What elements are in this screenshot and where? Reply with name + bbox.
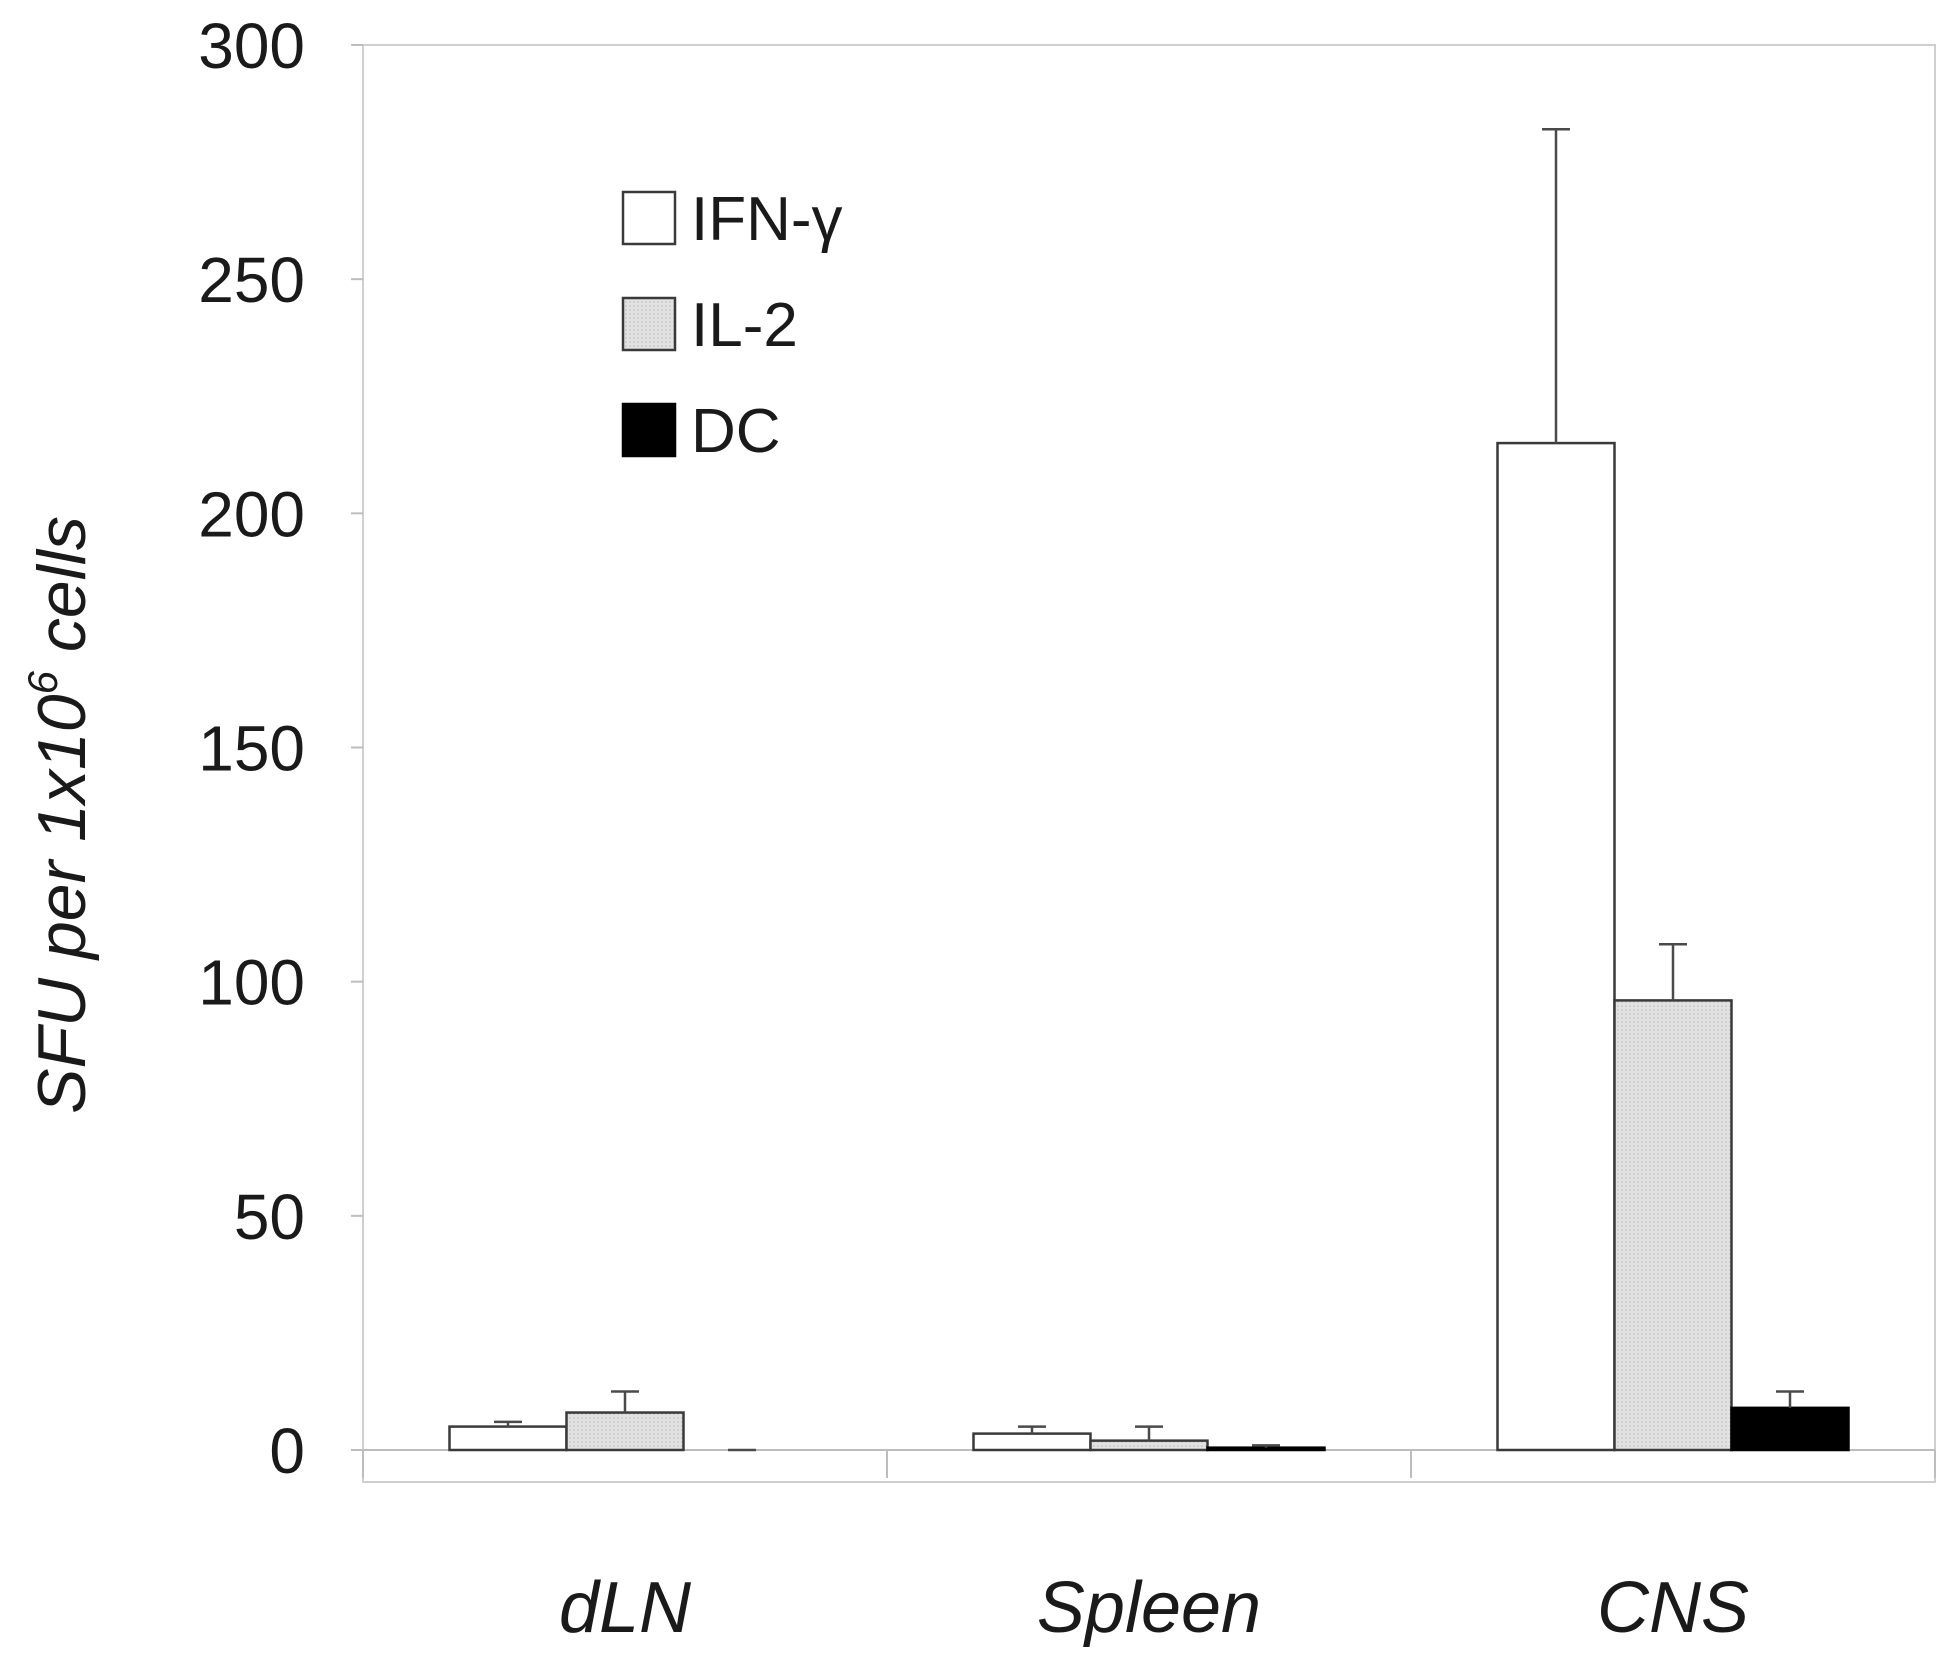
bar-cns-2 xyxy=(1730,1406,1850,1452)
error-bars xyxy=(494,128,1804,1452)
bars xyxy=(448,441,1850,1452)
y-tick-label: 200 xyxy=(198,478,305,550)
legend-swatch-2 xyxy=(621,402,677,458)
category-label-cns: CNS xyxy=(1597,1568,1749,1648)
y-tick-label: 0 xyxy=(269,1415,305,1487)
legend-label-2: DC xyxy=(691,397,781,466)
bar-cns-1 xyxy=(1613,999,1733,1452)
y-tick-label: 50 xyxy=(234,1181,305,1253)
plot-frame xyxy=(362,44,1936,1483)
legend: IFN-γ IL-2 DC xyxy=(621,185,843,466)
bar-dln-1 xyxy=(565,1411,685,1452)
y-tick-label: 150 xyxy=(198,713,305,785)
y-tick-label: 300 xyxy=(198,10,305,82)
y-tick-label: 250 xyxy=(198,244,305,316)
bar-spleen-1 xyxy=(1089,1439,1209,1452)
y-axis-title-superscript: 6 xyxy=(19,670,66,694)
x-axis: dLN Spleen CNS xyxy=(362,1449,1936,1648)
category-label-spleen: Spleen xyxy=(1037,1568,1261,1648)
bar-spleen-0 xyxy=(972,1432,1092,1452)
y-axis-title: SFU per 1x106 cells xyxy=(19,516,100,1114)
legend-label-0: IFN-γ xyxy=(691,185,843,254)
y-axis: 0 50 100 150 200 250 300 xyxy=(198,10,363,1487)
bar-dln-0 xyxy=(448,1425,568,1452)
y-tick-label: 100 xyxy=(198,947,305,1019)
legend-label-1: IL-2 xyxy=(691,291,798,360)
legend-swatch-0 xyxy=(621,190,677,246)
category-label-dln: dLN xyxy=(559,1568,692,1648)
y-axis-title-main: SFU per 1x10 xyxy=(24,694,100,1114)
bar-spleen-2 xyxy=(1206,1446,1326,1452)
legend-swatch-1 xyxy=(621,296,677,352)
y-axis-title-units: cells xyxy=(24,516,100,671)
bar-cns-0 xyxy=(1496,441,1616,1452)
